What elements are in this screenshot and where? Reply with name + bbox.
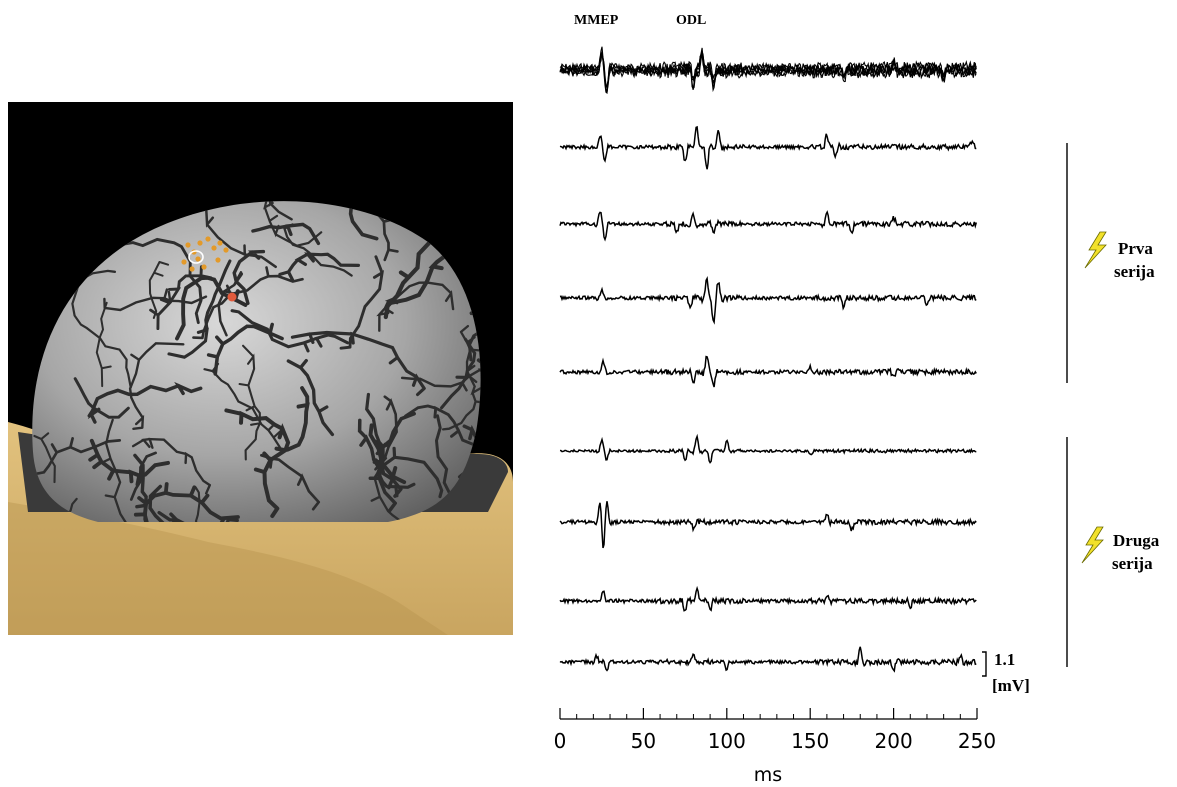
emg-trace	[559, 646, 977, 673]
sulcus	[203, 362, 282, 449]
emg-trace	[559, 355, 977, 388]
sulcus	[192, 266, 304, 340]
sulcus	[357, 418, 397, 513]
sulcus	[148, 261, 170, 319]
head-shadow	[8, 502, 448, 635]
scale-bar-bracket	[982, 651, 987, 677]
sulcus	[32, 497, 83, 523]
sulcus	[404, 404, 478, 456]
sulcus	[440, 337, 477, 410]
sulcus	[108, 237, 203, 325]
emg-trace	[559, 210, 978, 242]
group-label-prva-line1: Prva	[1118, 239, 1153, 258]
emg-trace	[559, 433, 977, 464]
sulcus	[290, 330, 426, 397]
target-circle	[188, 250, 204, 264]
sulcus	[251, 222, 321, 246]
axis-tick-label: 50	[631, 729, 656, 753]
sulcus	[230, 309, 350, 353]
emg-trace	[559, 585, 977, 612]
peak-label-odl: ODL	[676, 13, 706, 28]
sulcus	[133, 482, 240, 523]
sulcus	[167, 259, 232, 359]
scale-bar-unit: [mV]	[992, 676, 1030, 695]
emg-trace	[559, 275, 977, 325]
sulcus	[128, 342, 185, 430]
sulcus	[286, 358, 335, 437]
sulcus	[190, 486, 207, 523]
peak-label-mmep: MMEP	[574, 13, 619, 28]
sulcus	[374, 395, 398, 471]
emg-trace	[559, 501, 977, 549]
sulcus	[238, 344, 262, 461]
time-axis-label: ms	[754, 764, 782, 786]
sulcus	[157, 510, 239, 523]
group-label-druga-line1: Druga	[1113, 531, 1160, 550]
axis-tick-label: 0	[554, 729, 567, 753]
sulcus	[285, 386, 310, 452]
sulcus	[376, 281, 455, 332]
brain-rendering	[8, 102, 513, 635]
group-label-prva-line2: serija	[1114, 262, 1155, 281]
sulcus	[267, 201, 293, 221]
axis-tick-label: 200	[875, 729, 913, 753]
sulcus	[95, 301, 112, 388]
sulcus	[278, 252, 360, 282]
sulcus	[71, 286, 132, 389]
sulcus	[129, 451, 157, 501]
axis-tick-label: 150	[791, 729, 829, 753]
sulcus	[131, 437, 211, 495]
group-label-druga-line2: serija	[1112, 554, 1153, 573]
sulcus	[206, 322, 284, 376]
sulcus	[368, 423, 407, 485]
sulcus	[169, 512, 240, 523]
sulcus	[33, 432, 56, 484]
emg-trace-overlay	[559, 53, 977, 94]
emg-trace-overlay	[559, 52, 977, 94]
stimulation-markers	[181, 236, 229, 272]
lightning-icon	[1081, 526, 1104, 564]
axis-tick-label: 250	[958, 729, 996, 753]
emg-trace	[559, 125, 977, 170]
emg-traces-panel: MMEP ODL Prva serija Druga serija 1.1 [m…	[554, 13, 1160, 786]
sulcus	[148, 484, 201, 523]
sulcus	[175, 275, 248, 341]
sulcus	[88, 438, 170, 487]
stimulation-point	[227, 292, 237, 302]
sulcus	[283, 223, 353, 277]
trace-group	[559, 46, 978, 673]
sulcus	[73, 377, 130, 419]
time-axis-ticks: 0 50 100 150 200 250	[554, 708, 996, 753]
lightning-icon	[1084, 231, 1107, 269]
sulcus	[405, 414, 454, 523]
scale-bar-value: 1.1	[994, 650, 1015, 669]
axis-tick-label: 100	[708, 729, 746, 753]
